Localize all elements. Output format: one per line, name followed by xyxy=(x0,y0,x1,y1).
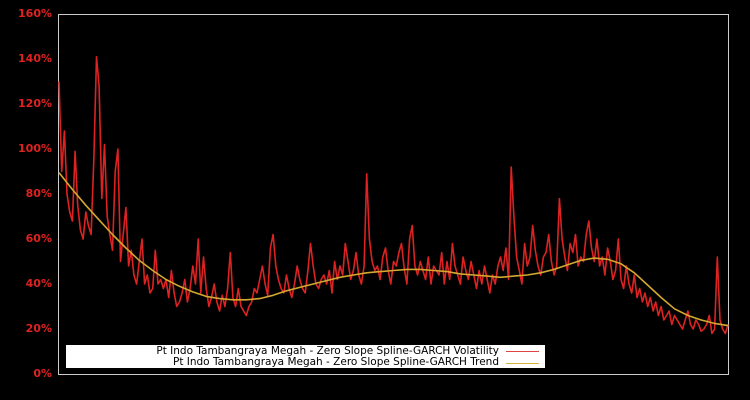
volatility-series-line xyxy=(58,55,729,335)
legend-label-trend: Pt Indo Tambangraya Megah - Zero Slope S… xyxy=(172,356,499,368)
y-tick-label: 0% xyxy=(33,367,52,380)
y-tick-label: 40% xyxy=(25,277,52,290)
y-tick-label: 20% xyxy=(25,322,52,335)
y-tick-label: 120% xyxy=(18,97,52,110)
legend-swatch-volatility xyxy=(506,351,539,352)
y-tick-label: 80% xyxy=(25,187,52,200)
chart-legend: Pt Indo Tambangraya Megah - Zero Slope S… xyxy=(66,345,545,368)
plot-frame xyxy=(58,14,729,375)
y-tick-label: 60% xyxy=(25,232,52,245)
legend-swatch-trend xyxy=(506,363,539,364)
y-tick-label: 140% xyxy=(18,52,52,65)
y-tick-label: 160% xyxy=(18,7,52,20)
legend-label-volatility: Pt Indo Tambangraya Megah - Zero Slope S… xyxy=(156,345,499,357)
y-tick-label: 100% xyxy=(18,142,52,155)
trend-series-line xyxy=(58,172,729,327)
